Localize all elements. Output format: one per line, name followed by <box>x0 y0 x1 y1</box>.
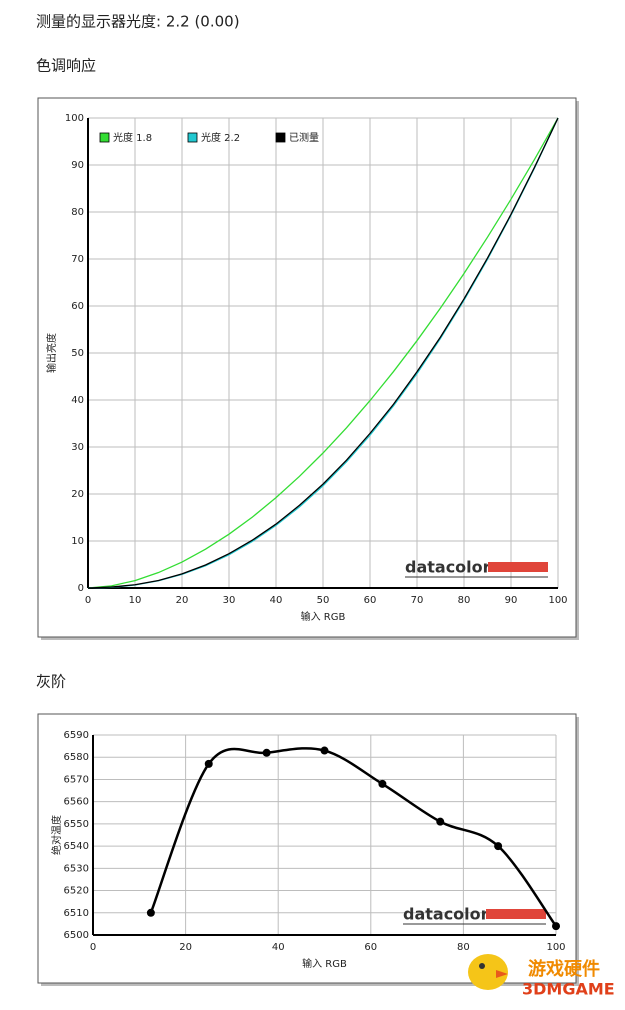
x-tick-label: 20 <box>179 942 192 953</box>
legend-swatch <box>99 132 110 143</box>
data-point <box>494 842 503 851</box>
y-tick-label: 6500 <box>64 930 89 941</box>
data-point <box>204 759 213 768</box>
x-axis-label: 输入 RGB <box>302 957 347 970</box>
x-tick-label: 60 <box>364 942 377 953</box>
y-tick-label: 50 <box>71 348 84 359</box>
series-line <box>87 117 559 589</box>
legend-swatch <box>187 132 198 143</box>
x-tick-label: 80 <box>458 595 471 606</box>
series-line <box>87 117 559 589</box>
data-point <box>320 746 329 755</box>
page-title: 测量的显示器光度: 2.2 (0.00) <box>36 13 240 31</box>
data-point <box>378 779 387 788</box>
y-tick-label: 100 <box>65 113 84 124</box>
data-point <box>146 908 155 917</box>
watermark-subtitle: 3DMGAME <box>522 980 615 999</box>
section-heading: 灰阶 <box>36 673 66 691</box>
y-tick-label: 90 <box>71 160 84 171</box>
y-tick-label: 70 <box>71 254 84 265</box>
x-tick-label: 20 <box>176 595 189 606</box>
x-tick-label: 50 <box>317 595 330 606</box>
y-axis-label: 输出亮度 <box>45 333 58 373</box>
y-tick-label: 6510 <box>64 908 89 919</box>
y-tick-label: 6530 <box>64 863 89 874</box>
y-tick-label: 6580 <box>64 752 89 763</box>
watermark-icon <box>468 954 508 990</box>
x-tick-label: 100 <box>546 942 565 953</box>
logo: datacolor <box>405 558 491 577</box>
legend-label: 光度 2.2 <box>201 131 240 144</box>
logo-bar <box>488 562 548 572</box>
x-tick-label: 70 <box>411 595 424 606</box>
watermark-icon <box>496 970 508 978</box>
logo-bar <box>486 909 546 919</box>
x-tick-label: 0 <box>90 942 96 953</box>
y-axis-label: 绝对温度 <box>50 815 63 855</box>
x-tick-label: 80 <box>457 942 470 953</box>
data-point <box>436 817 445 826</box>
x-tick-label: 100 <box>548 595 567 606</box>
x-tick-label: 40 <box>272 942 285 953</box>
x-tick-label: 40 <box>270 595 283 606</box>
x-tick-label: 0 <box>85 595 91 606</box>
y-tick-label: 40 <box>71 395 84 406</box>
x-tick-label: 10 <box>129 595 142 606</box>
x-axis-label: 输入 RGB <box>301 610 346 623</box>
y-tick-label: 80 <box>71 207 84 218</box>
x-tick-label: 60 <box>364 595 377 606</box>
chart-frame <box>37 97 577 638</box>
y-tick-label: 20 <box>71 489 84 500</box>
series-line <box>149 747 558 927</box>
x-tick-label: 30 <box>223 595 236 606</box>
y-tick-label: 30 <box>71 442 84 453</box>
watermark-icon <box>479 963 485 969</box>
y-tick-label: 6540 <box>64 841 89 852</box>
y-tick-label: 6520 <box>64 886 89 897</box>
y-tick-label: 6560 <box>64 797 89 808</box>
logo: datacolor <box>403 905 489 924</box>
y-tick-label: 0 <box>78 583 84 594</box>
watermark-title: 游戏硬件 <box>528 958 600 980</box>
legend-swatch <box>275 132 286 143</box>
y-tick-label: 6570 <box>64 774 89 785</box>
x-tick-label: 90 <box>505 595 518 606</box>
data-point <box>552 922 560 931</box>
y-tick-label: 10 <box>71 536 84 547</box>
legend-label: 已测量 <box>289 131 319 144</box>
watermark: 游戏硬件 3DMGAME <box>468 954 615 999</box>
y-tick-label: 6590 <box>64 730 89 741</box>
y-tick-label: 60 <box>71 301 84 312</box>
y-tick-label: 6550 <box>64 819 89 830</box>
chart-frame <box>37 713 577 984</box>
data-point <box>262 748 271 757</box>
section-heading: 色调响应 <box>36 57 96 75</box>
legend-label: 光度 1.8 <box>113 131 152 144</box>
